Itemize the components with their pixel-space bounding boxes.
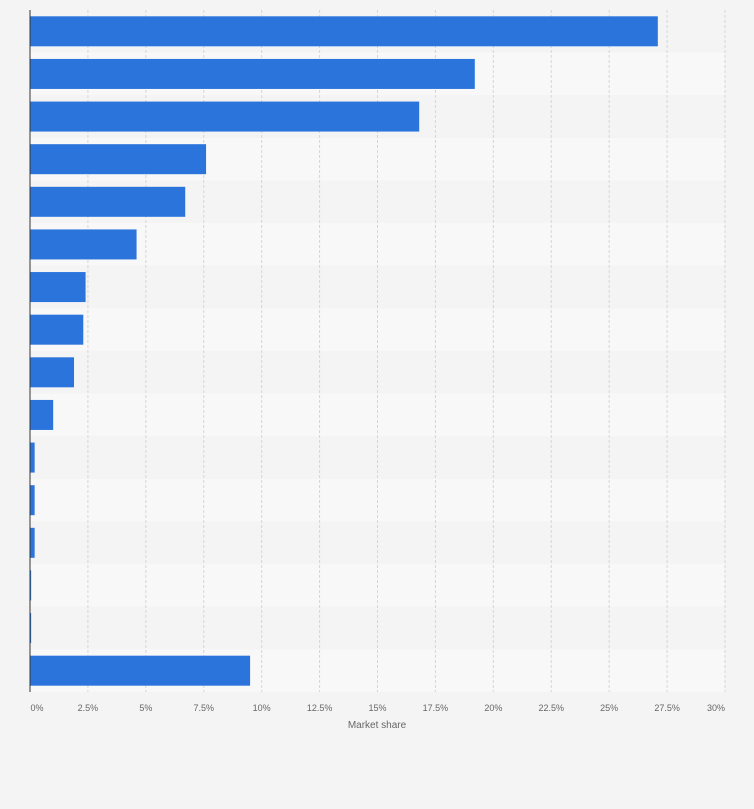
bar[interactable] [30,655,251,686]
x-tick-label: 15% [368,703,386,713]
x-tick-label: 22.5% [538,703,564,713]
x-tick-label: 25% [600,703,618,713]
bar[interactable] [30,16,658,47]
x-tick-label: 17.5% [423,703,449,713]
gridlines [87,10,726,692]
bar[interactable] [30,613,32,644]
bar[interactable] [30,485,35,516]
x-axis-label: Market share [348,720,407,731]
x-tick-label: 20% [484,703,502,713]
x-tick-label: 12.5% [307,703,333,713]
bar[interactable] [30,229,137,260]
bar[interactable] [30,570,32,601]
bar[interactable] [30,144,207,175]
bar[interactable] [30,314,84,345]
bar[interactable] [30,527,35,558]
x-tick-label: 30% [707,703,725,713]
row-band [30,308,725,351]
bars [30,16,658,686]
x-tick-label: 0% [30,703,43,713]
x-tick-labels: 0% 2.5% 5% 7.5% 10% 12.5% 15% 17.5% 20% 22.5% 25% 2… [30,703,725,713]
bar[interactable] [30,272,86,303]
bar[interactable] [30,357,75,388]
bar[interactable] [30,58,475,89]
bar[interactable] [30,186,186,217]
x-tick-label: 5% [139,703,152,713]
bar[interactable] [30,101,420,132]
bar[interactable] [30,442,35,473]
x-tick-label: 27.5% [654,703,680,713]
bar[interactable] [30,399,54,430]
x-tick-label: 2.5% [78,703,99,713]
x-tick-label: 7.5% [193,703,214,713]
x-tick-label: 10% [253,703,271,713]
